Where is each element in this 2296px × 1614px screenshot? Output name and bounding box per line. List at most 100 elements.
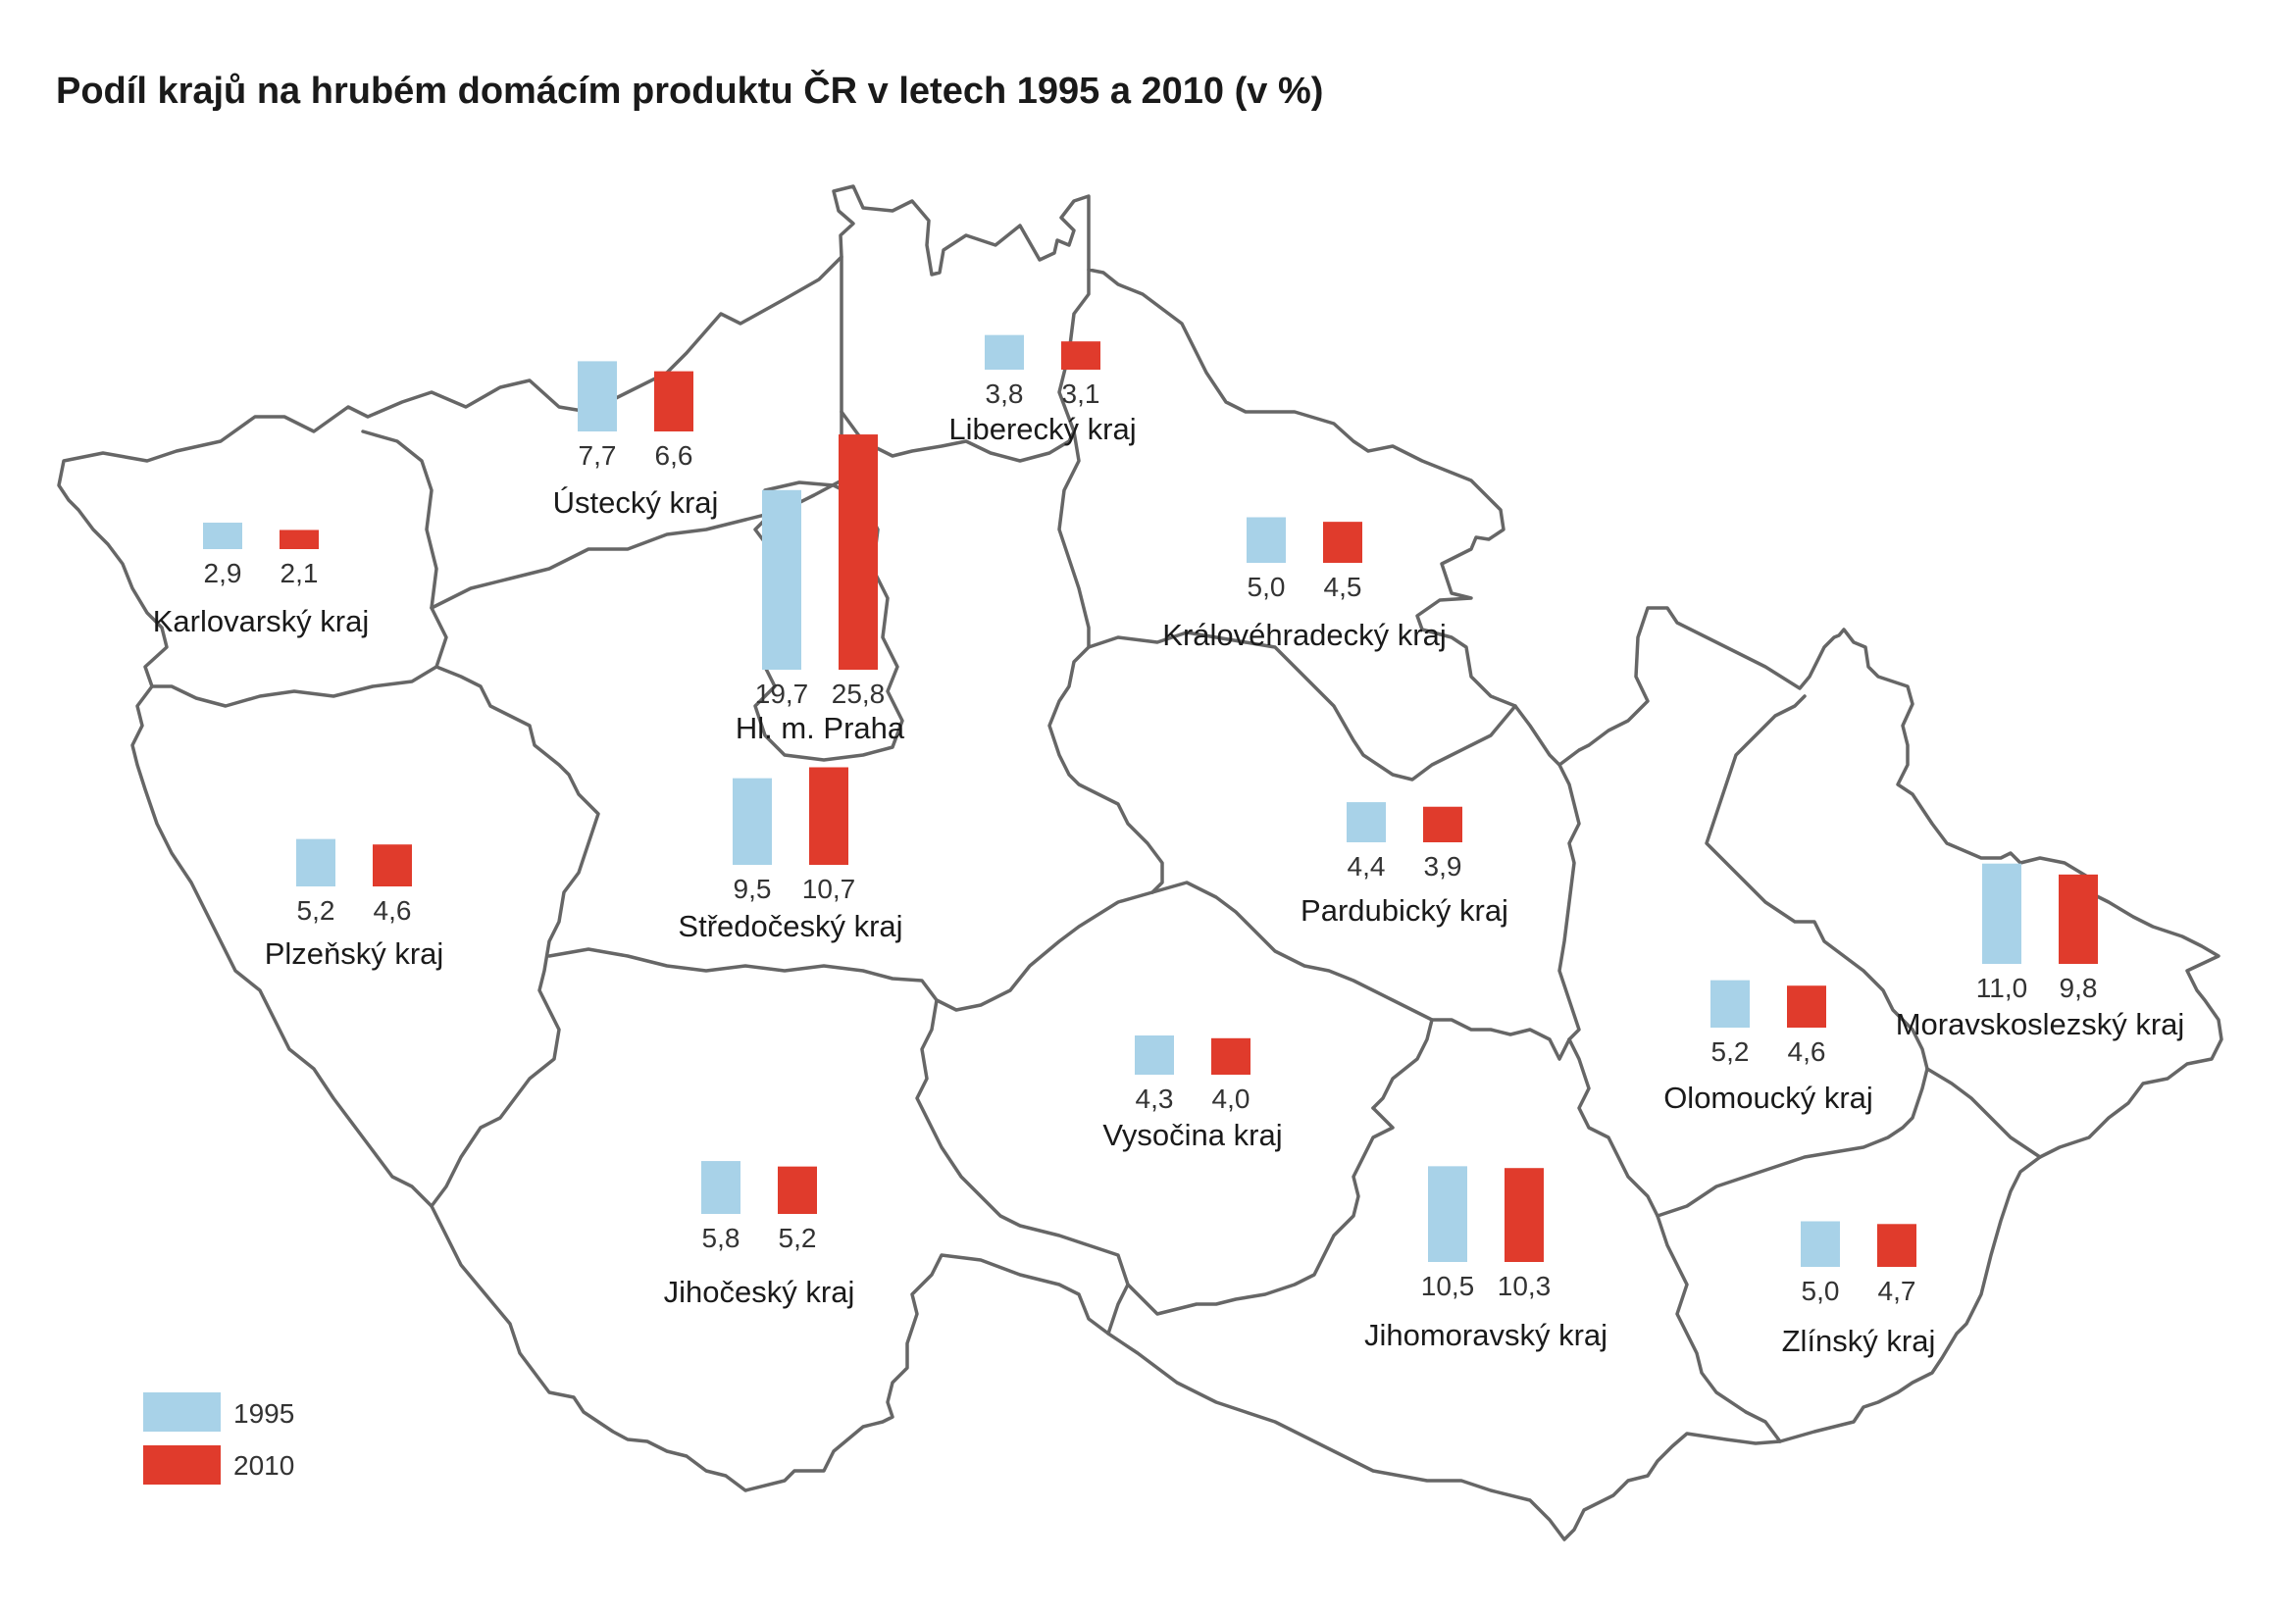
- border-stredocesky-south: [547, 890, 1154, 1012]
- bar-1995-karlovarsky: [203, 523, 242, 549]
- region-name-kralovehradecky: Královéhradecký kraj: [1162, 618, 1446, 652]
- bar-1995-pardubicky: [1347, 802, 1386, 842]
- bar-1995-stredocesky: [733, 778, 772, 865]
- legend: 1995 2010: [143, 1392, 294, 1485]
- value-label-2010-vysocina: 4,0: [1212, 1084, 1250, 1114]
- value-label-2010-pardubicky: 3,9: [1424, 851, 1462, 882]
- region-name-liberecky: Liberecký kraj: [948, 412, 1136, 446]
- border-karlovarsky: [150, 429, 448, 708]
- value-label-2010-stredocesky: 10,7: [802, 874, 856, 904]
- map-title: Podíl krajů na hrubém domácím produktu Č…: [56, 71, 1324, 112]
- value-label-1995-plzensky: 5,2: [297, 895, 335, 926]
- region-name-stredocesky: Středočeský kraj: [678, 909, 902, 943]
- value-label-1995-jihocesky: 5,8: [702, 1223, 740, 1253]
- bar-1995-liberecky: [985, 334, 1024, 370]
- value-label-1995-praha: 19,7: [755, 679, 809, 709]
- region-borders: [57, 184, 2223, 1541]
- bar-1995-vysocina: [1135, 1035, 1174, 1075]
- region-name-plzensky: Plzeňský kraj: [265, 936, 444, 971]
- region-group-stredocesky: 9,5 10,7 Středočeský kraj: [678, 767, 903, 943]
- value-label-2010-kralovehradecky: 4,5: [1324, 572, 1362, 602]
- value-label-2010-jihocesky: 5,2: [779, 1223, 817, 1253]
- bar-2010-jihocesky: [778, 1166, 817, 1214]
- region-name-jihocesky: Jihočeský kraj: [664, 1275, 855, 1309]
- bar-2010-karlovarsky: [280, 530, 319, 549]
- bar-2010-plzensky: [373, 844, 412, 886]
- value-label-1995-pardubicky: 4,4: [1348, 851, 1386, 882]
- bar-2010-liberecky: [1061, 341, 1100, 370]
- region-group-jihocesky: 5,8 5,2 Jihočeský kraj: [664, 1161, 855, 1309]
- value-label-2010-ustecky: 6,6: [655, 440, 693, 471]
- border-stredocesky-east: [1047, 429, 1164, 894]
- legend-swatch-1995: [143, 1392, 221, 1432]
- bar-2010-stredocesky: [809, 767, 848, 865]
- bar-groups: 2,9 2,1 Karlovarský kraj 7,7 6,6 Ústecký kraj…: [153, 334, 2184, 1358]
- value-label-1995-ustecky: 7,7: [579, 440, 617, 471]
- border-ustecky: [430, 255, 843, 610]
- bar-2010-ustecky: [654, 371, 693, 431]
- border-liberecky: [840, 268, 1091, 463]
- country-outline: [57, 184, 2223, 1541]
- value-label-2010-plzensky: 4,6: [374, 895, 412, 926]
- value-label-1995-liberecky: 3,8: [986, 378, 1024, 409]
- bar-2010-olomoucky: [1787, 985, 1826, 1028]
- value-label-2010-liberecky: 3,1: [1062, 378, 1100, 409]
- value-label-1995-vysocina: 4,3: [1136, 1084, 1174, 1114]
- bar-2010-moravskoslezsky: [2059, 874, 2098, 964]
- value-label-1995-olomoucky: 5,2: [1711, 1036, 1750, 1067]
- bar-2010-kralovehradecky: [1323, 522, 1362, 563]
- bar-2010-praha: [839, 434, 878, 670]
- border-olomoucky-west: [1567, 1037, 1659, 1218]
- value-label-1995-kralovehradecky: 5,0: [1248, 572, 1286, 602]
- region-name-olomoucky: Olomoucký kraj: [1663, 1081, 1873, 1115]
- border-plzensky-east: [430, 665, 600, 1208]
- region-group-zlinsky: 5,0 4,7 Zlínský kraj: [1782, 1221, 1936, 1358]
- region-group-kralovehradecky: 5,0 4,5 Královéhradecký kraj: [1162, 517, 1447, 652]
- bar-2010-zlinsky: [1877, 1224, 1916, 1267]
- bar-1995-zlinsky: [1801, 1221, 1840, 1267]
- region-name-karlovarsky: Karlovarský kraj: [153, 604, 370, 638]
- bar-1995-kralovehradecky: [1247, 517, 1286, 563]
- bar-1995-plzensky: [296, 838, 335, 886]
- region-name-praha: Hl. m. Praha: [736, 711, 905, 745]
- legend-swatch-2010: [143, 1445, 221, 1485]
- region-group-pardubicky: 4,4 3,9 Pardubický kraj: [1301, 802, 1508, 928]
- bar-1995-ustecky: [578, 361, 617, 431]
- value-label-1995-zlinsky: 5,0: [1802, 1276, 1840, 1306]
- bar-2010-jihomoravsky: [1505, 1168, 1544, 1262]
- border-vysocina-north: [1150, 881, 1434, 1110]
- value-label-2010-jihomoravsky: 10,3: [1498, 1271, 1552, 1301]
- region-group-karlovarsky: 2,9 2,1 Karlovarský kraj: [153, 523, 370, 638]
- region-group-olomoucky: 5,2 4,6 Olomoucký kraj: [1663, 980, 1873, 1115]
- region-name-zlinsky: Zlínský kraj: [1782, 1324, 1936, 1358]
- border-zlinsky: [1925, 1067, 2042, 1159]
- value-label-1995-karlovarsky: 2,9: [204, 558, 242, 588]
- border-olomoucky-east: [1656, 694, 1929, 1218]
- border-pardubicky-east: [1430, 763, 1581, 1061]
- bar-1995-praha: [762, 489, 801, 670]
- border-vysocina-south: [1126, 1106, 1395, 1316]
- region-group-vysocina: 4,3 4,0 Vysočina kraj: [1102, 1035, 1283, 1152]
- border-vysocina-west: [915, 998, 1130, 1336]
- value-label-2010-praha: 25,8: [832, 679, 886, 709]
- value-label-1995-moravskoslezsky: 11,0: [1976, 973, 2027, 1003]
- value-label-2010-zlinsky: 4,7: [1878, 1276, 1916, 1306]
- value-label-1995-jihomoravsky: 10,5: [1421, 1271, 1475, 1301]
- region-group-praha: 19,7 25,8Hl. m. Praha: [736, 434, 905, 745]
- value-label-2010-karlovarsky: 2,1: [281, 558, 319, 588]
- legend-label-1995: 1995: [233, 1398, 294, 1429]
- region-group-moravskoslezsky: 11,0 9,8 Moravskoslezský kraj: [1896, 863, 2184, 1041]
- border-kralovehradecky-south: [1087, 630, 1517, 782]
- bar-1995-jihomoravsky: [1428, 1166, 1467, 1262]
- region-group-ustecky: 7,7 6,6 Ústecký kraj: [553, 361, 719, 520]
- region-group-jihomoravsky: 10,5 10,3 Jihomoravský kraj: [1364, 1166, 1607, 1352]
- bar-2010-pardubicky: [1423, 806, 1462, 842]
- region-name-vysocina: Vysočina kraj: [1102, 1118, 1282, 1152]
- region-name-jihomoravsky: Jihomoravský kraj: [1364, 1318, 1607, 1352]
- border-jihomoravsky-zlinsky: [1656, 1214, 1782, 1443]
- bar-1995-moravskoslezsky: [1982, 863, 2021, 964]
- region-name-ustecky: Ústecký kraj: [553, 485, 719, 520]
- value-label-2010-moravskoslezsky: 9,8: [2060, 973, 2098, 1003]
